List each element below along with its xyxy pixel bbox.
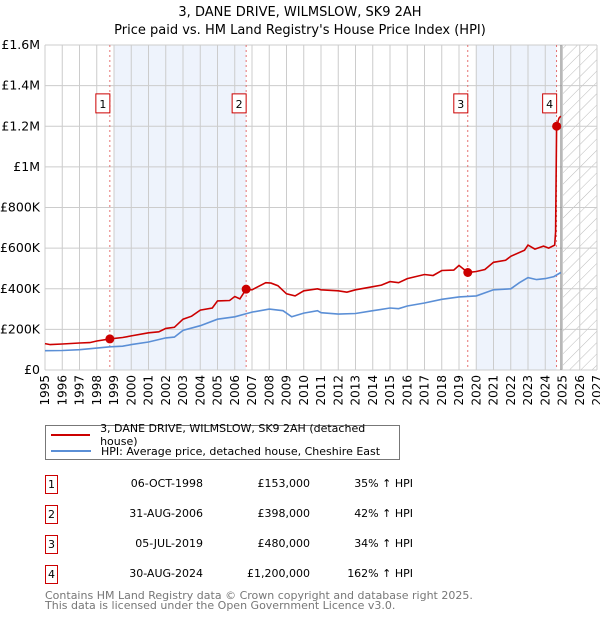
x-tick-label: 2010 <box>297 375 311 406</box>
transaction-hpi: 42% ↑ HPI <box>354 507 413 520</box>
x-tick-label: 2022 <box>504 375 518 406</box>
chart-title: 3, DANE DRIVE, WILMSLOW, SK9 2AH <box>178 5 421 20</box>
transaction-price: £480,000 <box>257 537 311 550</box>
x-tick-label: 2009 <box>280 375 294 406</box>
x-tick-label: 2006 <box>228 375 242 406</box>
legend-swatch-red <box>51 434 91 436</box>
y-tick-label: £1.2M <box>1 118 40 133</box>
y-tick-label: £0 <box>24 362 40 377</box>
transaction-hpi: 34% ↑ HPI <box>354 537 413 550</box>
sale-label-box <box>453 93 469 114</box>
transaction-row: 4 30-AUG-2024 £1,200,000 162% ↑ HPI <box>45 565 413 587</box>
transaction-date: 30-AUG-2024 <box>129 567 203 580</box>
sale-label-box <box>542 93 558 114</box>
y-tick-label: £800K <box>0 200 41 215</box>
x-tick-label: 1996 <box>55 375 69 406</box>
series-line <box>44 271 562 352</box>
sale-label-box <box>95 93 111 114</box>
transaction-hpi: 35% ↑ HPI <box>354 477 413 490</box>
transaction-row: 2 31-AUG-2006 £398,000 42% ↑ HPI <box>45 505 413 527</box>
x-tick-label: 2008 <box>262 375 276 406</box>
legend-label-hpi: HPI: Average price, detached house, Ches… <box>101 444 381 458</box>
transaction-row: 3 05-JUL-2019 £480,000 34% ↑ HPI <box>45 535 413 557</box>
transaction-number: 3 <box>45 535 58 554</box>
x-tick-label: 2005 <box>211 375 225 406</box>
transaction-number: 1 <box>45 475 58 494</box>
x-tick-label: 2001 <box>142 375 156 406</box>
x-tick-label: 2016 <box>400 375 414 406</box>
footer-copyright: Contains HM Land Registry data © Crown c… <box>45 589 473 602</box>
y-tick-label: £1.6M <box>1 37 40 52</box>
x-tick-label: 2014 <box>366 375 380 406</box>
transaction-date: 31-AUG-2006 <box>129 507 203 520</box>
x-tick-label: 2018 <box>435 375 449 406</box>
transaction-price: £1,200,000 <box>247 567 310 580</box>
sale-point <box>241 284 251 294</box>
x-tick-label: 2015 <box>383 375 397 406</box>
x-tick-label: 2026 <box>573 375 587 406</box>
sale-label-box <box>231 93 247 114</box>
transaction-number: 2 <box>45 505 58 524</box>
legend-item-hpi: HPI: Average price, detached house, Ches… <box>51 443 380 459</box>
transaction-date: 06-OCT-1998 <box>130 477 203 490</box>
series-line <box>44 115 562 346</box>
legend-label-property: 3, DANE DRIVE, WILMSLOW, SK9 2AH (detach… <box>100 422 366 448</box>
y-tick-label: £1.4M <box>1 78 40 93</box>
sale-point <box>463 268 473 277</box>
x-tick-label: 1997 <box>73 375 87 406</box>
transaction-price: £398,000 <box>257 507 311 520</box>
sale-point <box>105 334 115 344</box>
x-tick-label: 2023 <box>521 375 535 406</box>
x-tick-label: 2020 <box>469 375 483 406</box>
x-tick-label: 2007 <box>245 375 259 406</box>
transaction-date: 05-JUL-2019 <box>135 537 203 550</box>
x-tick-label: 2027 <box>590 375 600 406</box>
y-tick-label: £600K <box>0 240 41 255</box>
transaction-number: 4 <box>45 565 58 584</box>
transaction-price: £153,000 <box>257 477 311 490</box>
price-chart: 3, DANE DRIVE, WILMSLOW, SK9 2AH Price p… <box>0 5 600 406</box>
x-tick-label: 2002 <box>159 375 173 406</box>
x-tick-label: 2019 <box>452 375 466 406</box>
x-tick-label: 2012 <box>331 375 345 406</box>
x-tick-label: 1999 <box>107 375 121 406</box>
x-tick-label: 1995 <box>38 375 52 406</box>
sale-label: 2 <box>236 98 243 111</box>
legend-swatch-blue <box>51 450 91 452</box>
y-tick-label: £1M <box>13 159 40 174</box>
x-tick-label: 2011 <box>314 375 328 406</box>
transaction-row: 1 06-OCT-1998 £153,000 35% ↑ HPI <box>45 475 413 497</box>
chart-subtitle: Price paid vs. HM Land Registry's House … <box>114 23 486 38</box>
x-tick-label: 2024 <box>538 375 552 406</box>
x-tick-label: 2004 <box>193 375 207 406</box>
x-tick-label: 2025 <box>556 375 570 406</box>
sale-label: 3 <box>457 98 464 111</box>
legend-item-property: 3, DANE DRIVE, WILMSLOW, SK9 2AH (detach… <box>51 422 399 448</box>
y-tick-label: £400K <box>0 281 41 296</box>
x-tick-label: 2021 <box>487 375 501 406</box>
x-tick-label: 2003 <box>176 375 190 406</box>
sale-label: 1 <box>99 98 106 111</box>
x-tick-label: 2013 <box>349 375 363 406</box>
x-tick-label: 1998 <box>90 375 104 406</box>
legend: 3, DANE DRIVE, WILMSLOW, SK9 2AH (detach… <box>45 422 400 460</box>
x-tick-label: 2000 <box>124 375 138 406</box>
sale-label: 4 <box>546 98 553 111</box>
transaction-hpi: 162% ↑ HPI <box>347 567 413 580</box>
x-tick-label: 2017 <box>418 375 432 406</box>
sale-point <box>552 121 562 131</box>
footer-licence: This data is licensed under the Open Gov… <box>45 599 396 612</box>
y-tick-label: £200K <box>0 321 41 336</box>
